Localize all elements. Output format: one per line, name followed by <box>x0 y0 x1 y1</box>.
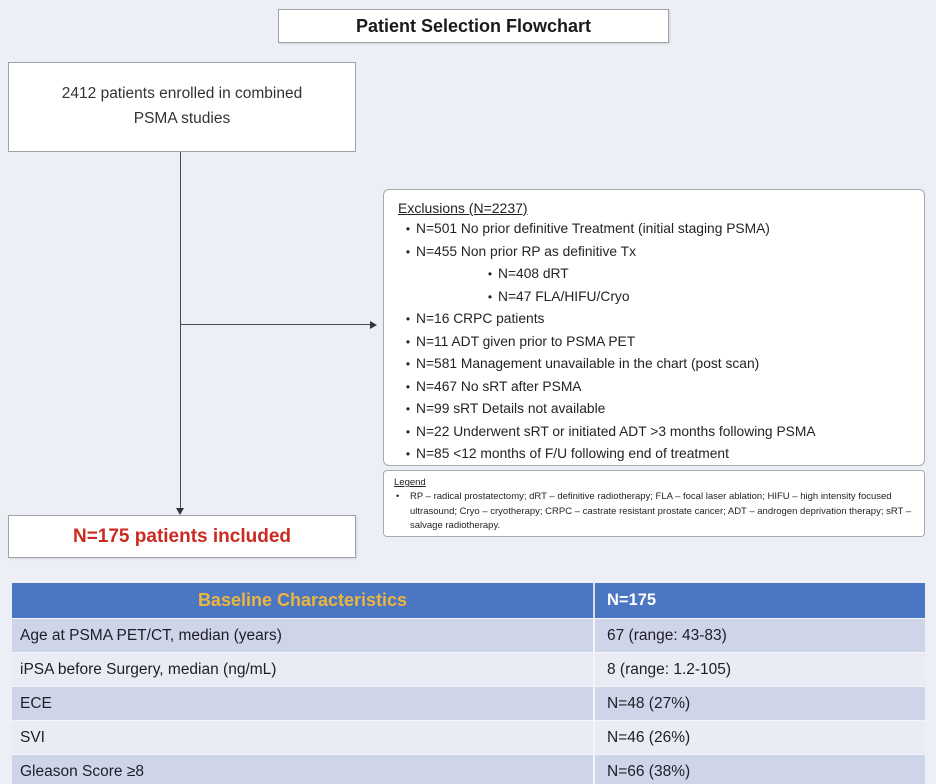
table-body: Age at PSMA PET/CT, median (years) 67 (r… <box>12 618 925 784</box>
bullet-icon: • <box>405 424 411 439</box>
bullet-icon: • <box>405 379 411 394</box>
exclusions-list: • N=501 No prior definitive Treatment (i… <box>394 218 914 466</box>
exclusion-item-text: N=467 No sRT after PSMA <box>416 378 582 394</box>
legend-heading: Legend <box>394 477 426 488</box>
bullet-icon: • <box>405 244 411 259</box>
table-row: Gleason Score ≥8 N=66 (38%) <box>12 754 925 784</box>
exclusion-item: • N=22 Underwent sRT or initiated ADT >3… <box>394 421 914 444</box>
connector-vertical-line <box>180 152 181 508</box>
table-row-value: N=46 (26%) <box>593 721 925 754</box>
enrolled-patients-box: 2412 patients enrolled in combined PSMA … <box>8 62 356 152</box>
table-header-title: Baseline Characteristics <box>197 590 408 610</box>
exclusion-item: • N=501 No prior definitive Treatment (i… <box>394 218 914 241</box>
table-header-row: Baseline Characteristics N=175 <box>12 583 925 618</box>
table-row-label: Gleason Score ≥8 <box>20 762 144 780</box>
table-row: SVI N=46 (26%) <box>12 720 925 754</box>
exclusion-item-text: N=581 Management unavailable in the char… <box>416 356 760 371</box>
exclusion-item-text: N=11 ADT given prior to PSMA PET <box>416 333 636 349</box>
table-row-label: Age at PSMA PET/CT, median (years) <box>20 626 282 644</box>
bullet-icon: • <box>396 491 400 501</box>
exclusion-item: • N=11 ADT given prior to PSMA PET <box>394 331 914 354</box>
exclusion-item: • N=85 <12 months of F/U following end o… <box>394 443 914 466</box>
bullet-icon: • <box>487 289 493 304</box>
table-row-value: N=48 (27%) <box>593 687 925 720</box>
legend-entry: • RP – radical prostatectomy; dRT – defi… <box>394 490 914 534</box>
table-row-label: iPSA before Surgery, median (ng/mL) <box>20 660 277 678</box>
table-row: ECE N=48 (27%) <box>12 686 925 720</box>
exclusion-item-text: N=501 No prior definitive Treatment (ini… <box>416 221 770 236</box>
included-patients-box: N=175 patients included <box>8 515 356 558</box>
table-row-value: N=66 (38%) <box>593 755 925 784</box>
exclusions-box: Exclusions (N=2237) • N=501 No prior def… <box>383 189 925 466</box>
connector-horizontal-line <box>180 324 370 325</box>
exclusion-item-text: N=455 Non prior RP as definitive Tx <box>416 243 636 259</box>
exclusion-item: • N=581 Management unavailable in the ch… <box>394 353 914 376</box>
exclusion-item-text: N=408 dRT <box>498 266 569 281</box>
bullet-icon: • <box>405 312 411 326</box>
arrow-down-icon <box>176 508 184 515</box>
exclusion-item-text: N=99 sRT Details not available <box>416 401 606 416</box>
exclusion-item: • N=467 No sRT after PSMA <box>394 376 914 399</box>
exclusion-item: • N=47 FLA/HIFU/Cryo <box>394 286 914 309</box>
exclusion-item-text: N=85 <12 months of F/U following end of … <box>416 446 729 461</box>
table-row: Age at PSMA PET/CT, median (years) 67 (r… <box>12 618 925 652</box>
table-row-label: SVI <box>20 728 45 746</box>
table-row-value: 67 (range: 43-83) <box>593 619 925 652</box>
included-patients-text: N=175 patients included <box>72 525 292 547</box>
exclusions-heading: Exclusions (N=2237) <box>398 200 528 216</box>
baseline-characteristics-table: Baseline Characteristics N=175 Age at PS… <box>12 583 925 784</box>
bullet-icon: • <box>405 222 411 236</box>
table-row-label: ECE <box>20 694 52 712</box>
legend-text: RP – radical prostatectomy; dRT – defini… <box>410 491 912 532</box>
bullet-icon: • <box>405 334 411 349</box>
arrow-right-icon <box>370 320 377 329</box>
enrolled-line2: PSMA studies <box>133 110 231 127</box>
exclusion-item: • N=16 CRPC patients <box>394 308 914 331</box>
flowchart-title: Patient Selection Flowchart <box>355 15 592 36</box>
exclusion-item-text: N=47 FLA/HIFU/Cryo <box>498 288 630 304</box>
bullet-icon: • <box>487 267 493 281</box>
bullet-icon: • <box>405 447 411 461</box>
table-header-n: N=175 <box>593 583 925 618</box>
bullet-icon: • <box>405 402 411 416</box>
table-row-value: 8 (range: 1.2-105) <box>593 653 925 686</box>
table-row: iPSA before Surgery, median (ng/mL) 8 (r… <box>12 652 925 686</box>
legend-box: Legend • RP – radical prostatectomy; dRT… <box>383 470 925 537</box>
exclusion-item: • N=455 Non prior RP as definitive Tx <box>394 241 914 264</box>
enrolled-line1: 2412 patients enrolled in combined <box>61 85 303 103</box>
exclusion-item-text: N=16 CRPC patients <box>416 311 545 326</box>
bullet-icon: • <box>405 357 411 371</box>
exclusion-item: • N=99 sRT Details not available <box>394 398 914 421</box>
exclusion-item: • N=408 dRT <box>394 263 914 286</box>
exclusion-item-text: N=22 Underwent sRT or initiated ADT >3 m… <box>416 423 816 439</box>
flowchart-title-box: Patient Selection Flowchart <box>278 9 669 43</box>
